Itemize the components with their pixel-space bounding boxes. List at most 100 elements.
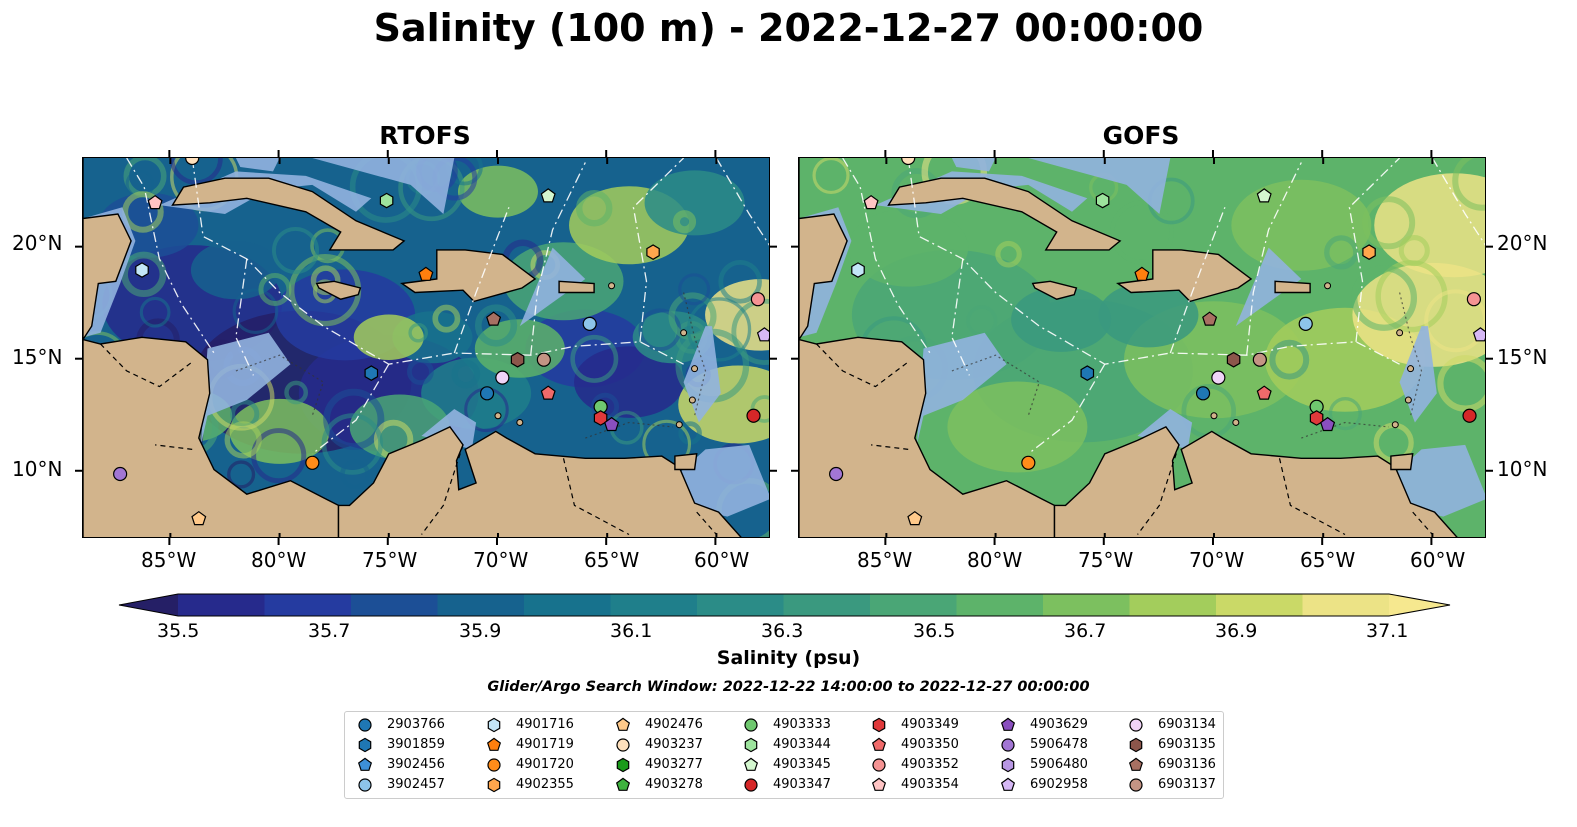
legend-item-2903766: 2903766 <box>357 716 445 734</box>
legend-label: 4903345 <box>773 757 831 772</box>
x-tick-label: 80°W <box>251 548 307 572</box>
legend-marker-4902355 <box>487 777 501 793</box>
platform-marker-4903352 <box>1466 292 1481 307</box>
legend-item-6903134: 6903134 <box>1128 716 1216 734</box>
platform-marker-5906478 <box>829 466 844 482</box>
legend-marker-4901716 <box>487 717 501 733</box>
platform-marker-4901720 <box>1021 455 1036 470</box>
colorbar-tick-label: 37.1 <box>1366 620 1409 642</box>
legend-marker-3902457 <box>358 778 372 792</box>
legend-marker-4903344 <box>744 737 758 753</box>
colorbar-extend-high <box>1389 594 1450 616</box>
legend-label: 5906480 <box>1030 757 1088 772</box>
platform-marker-3901859 <box>364 365 379 381</box>
platform-marker-4903354 <box>863 194 879 210</box>
legend-label: 6903134 <box>1158 717 1216 732</box>
y-tick-label: 10°N <box>1497 457 1548 481</box>
legend-marker-6903137 <box>1129 778 1143 792</box>
legend-marker-4903347 <box>744 778 758 792</box>
platform-marker-6903134 <box>495 370 510 385</box>
legend-item-5906480: 5906480 <box>1000 756 1088 774</box>
panel-title-rtofs: RTOFS <box>379 121 471 150</box>
x-tick-label: 70°W <box>1189 548 1245 572</box>
x-tick-label: 75°W <box>362 548 418 572</box>
legend-item-4903345: 4903345 <box>743 756 831 774</box>
legend-marker-4903350 <box>871 737 887 751</box>
platform-legend: 2903766 3901859 3902456 3902457 4901716 49017… <box>344 711 1224 799</box>
legend-marker-4901719 <box>486 737 502 751</box>
legend-label: 4903344 <box>773 737 831 752</box>
legend-item-4901720: 4901720 <box>486 756 574 774</box>
colorbar-segment <box>1129 594 1217 616</box>
rtofs-map <box>82 157 770 538</box>
figure-title: Salinity (100 m) - 2022-12-27 00:00:00 <box>373 6 1204 50</box>
platform-marker-2903766 <box>1195 386 1211 401</box>
platform-marker-4903350 <box>540 385 556 400</box>
platform-marker-4903629 <box>1320 416 1336 432</box>
legend-label: 4903333 <box>773 717 831 732</box>
platform-marker-6902958 <box>756 327 769 342</box>
legend-marker-6903136 <box>1128 757 1144 771</box>
legend-label: 4903237 <box>645 737 703 752</box>
legend-label: 4901720 <box>516 757 574 772</box>
legend-label: 3901859 <box>387 737 445 752</box>
legend-item-3901859: 3901859 <box>357 736 445 754</box>
colorbar-tick-label: 35.5 <box>157 620 200 642</box>
platform-marker-6903134 <box>1211 370 1226 385</box>
legend-marker-5906478 <box>1001 738 1015 752</box>
legend-item-5906478: 5906478 <box>1000 736 1088 754</box>
search-window-text: Glider/Argo Search Window: 2022-12-22 14… <box>487 679 1090 695</box>
platform-marker-4902476 <box>907 510 923 526</box>
legend-label: 4903354 <box>901 777 959 792</box>
x-tick-label: 75°W <box>1078 548 1134 572</box>
legend-marker-4903349 <box>872 717 886 733</box>
platform-marker-4903349 <box>1309 410 1324 426</box>
platform-marker-4902355 <box>646 244 660 260</box>
y-tick-label: 20°N <box>12 231 63 255</box>
legend-item-4903349: 4903349 <box>871 716 959 734</box>
legend-label: 6903135 <box>1158 737 1216 752</box>
legend-marker-5906480 <box>1001 757 1015 773</box>
legend-label: 4901716 <box>516 717 574 732</box>
legend-marker-4903333 <box>744 718 758 732</box>
legend-marker-6902958 <box>1000 777 1016 791</box>
legend-marker-4901720 <box>487 758 501 772</box>
colorbar-tick-label: 36.3 <box>761 620 804 642</box>
colorbar-segment <box>524 594 611 616</box>
legend-item-4901719: 4901719 <box>486 736 574 754</box>
colorbar-segment <box>697 594 784 616</box>
legend-marker-3901859 <box>358 737 372 753</box>
colorbar-segment <box>178 594 265 616</box>
platform-marker-3901859 <box>1080 365 1095 381</box>
legend-label: 4903347 <box>773 777 831 792</box>
gofs-map <box>798 157 1486 538</box>
colorbar-extend-low <box>119 594 178 616</box>
legend-label: 4901719 <box>516 737 574 752</box>
platform-marker-6902958 <box>1472 327 1485 342</box>
legend-label: 4903352 <box>901 757 959 772</box>
platform-marker-3902457 <box>1298 316 1313 331</box>
platform-marker-4903354 <box>147 194 163 210</box>
platform-marker-5906478 <box>113 466 128 482</box>
platform-marker-4903352 <box>750 292 765 307</box>
colorbar-tick-label: 35.7 <box>308 620 351 642</box>
colorbar-tick-label: 36.5 <box>913 620 956 642</box>
legend-label: 4903350 <box>901 737 959 752</box>
legend-item-4903237: 4903237 <box>615 736 703 754</box>
platform-marker-4901719 <box>1134 266 1150 281</box>
colorbar-tick-label: 36.9 <box>1215 620 1258 642</box>
platform-marker-4903237 <box>901 158 916 166</box>
platform-marker-4902355 <box>1362 244 1376 260</box>
legend-item-6902958: 6902958 <box>1000 776 1088 794</box>
legend-item-4903354: 4903354 <box>871 776 959 794</box>
legend-item-6903135: 6903135 <box>1128 736 1216 754</box>
platform-marker-4902476 <box>191 510 207 526</box>
legend-item-3902456: 3902456 <box>357 756 445 774</box>
legend-item-4902476: 4902476 <box>615 716 703 734</box>
legend-label: 3902456 <box>387 757 445 772</box>
platform-marker-4901719 <box>418 266 434 281</box>
colorbar-segment <box>351 594 438 616</box>
legend-label: 4902476 <box>645 717 703 732</box>
legend-label: 6903136 <box>1158 757 1216 772</box>
platform-marker-4903350 <box>1256 385 1272 400</box>
